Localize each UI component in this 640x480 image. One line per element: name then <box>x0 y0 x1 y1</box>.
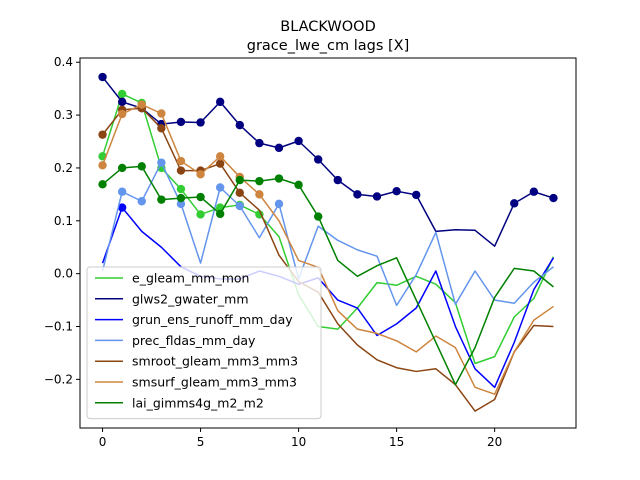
data-point <box>255 176 264 186</box>
data-point <box>196 192 205 202</box>
data-point <box>117 203 127 212</box>
data-point <box>274 199 284 209</box>
legend-label: smroot_gleam_mm3_mm3 <box>132 354 298 369</box>
y-tick-label: 0.2 <box>54 161 73 175</box>
legend-label: prec_fldas_mm_day <box>132 333 256 348</box>
data-point <box>157 158 166 167</box>
legend-label: e_gleam_mm_mon <box>132 271 249 286</box>
y-axis: −0.2 −0.1 0.0 0.1 0.2 0.3 0.4 <box>44 55 80 386</box>
data-point <box>137 100 146 109</box>
data-point <box>117 97 127 107</box>
data-point <box>137 197 146 206</box>
y-tick-label: −0.1 <box>44 320 73 334</box>
data-point <box>529 187 539 196</box>
data-point <box>549 193 558 203</box>
data-point <box>294 136 303 146</box>
data-point <box>98 72 107 82</box>
data-point <box>176 117 186 127</box>
x-tick-label: 10 <box>291 435 306 449</box>
data-point <box>215 209 225 219</box>
data-point <box>98 130 107 139</box>
x-tick-label: 0 <box>99 435 107 449</box>
x-tick-label: 5 <box>197 435 205 449</box>
data-point <box>196 118 205 127</box>
data-point <box>176 193 186 203</box>
data-point <box>235 188 244 197</box>
legend-entry: e_gleam_mm_mon <box>95 271 249 286</box>
data-point <box>176 156 186 166</box>
series-line <box>101 93 555 365</box>
series-smsurf_gleam_mm3_mm3 <box>98 100 554 395</box>
data-point <box>196 210 205 219</box>
series-line <box>101 103 554 395</box>
x-tick-label: 15 <box>389 435 404 449</box>
data-point <box>157 109 166 118</box>
series-line <box>101 76 554 247</box>
legend-entry: lai_gimms4g_m2_m2 <box>95 395 264 410</box>
data-point <box>235 120 244 130</box>
legend-entry: smroot_gleam_mm3_mm3 <box>95 354 298 369</box>
data-point <box>117 187 127 196</box>
data-point <box>215 152 225 161</box>
data-point <box>176 199 186 209</box>
data-point <box>412 190 421 200</box>
legend-entry: glws2_gwater_mm <box>95 291 249 306</box>
data-point <box>274 174 284 183</box>
data-point <box>274 143 284 153</box>
data-point <box>117 109 127 119</box>
data-point <box>215 159 225 168</box>
data-point <box>392 187 401 196</box>
data-point <box>196 170 205 179</box>
data-point <box>98 161 107 170</box>
data-point <box>313 155 323 164</box>
x-axis: 0 5 10 15 20 <box>99 428 502 449</box>
chart-title: BLACKWOOD <box>280 19 375 35</box>
y-tick-label: 0.1 <box>54 214 73 228</box>
y-tick-label: −0.2 <box>44 372 73 386</box>
data-point <box>157 124 166 133</box>
legend-box <box>86 266 322 420</box>
legend-label: lai_gimms4g_m2_m2 <box>132 395 264 410</box>
data-point <box>117 89 127 99</box>
legend-entry: grun_ens_runoff_mm_day <box>95 312 293 327</box>
plot-frame <box>79 57 577 429</box>
data-point <box>215 183 225 192</box>
data-point <box>176 184 186 194</box>
series-lai_gimms4g_m2_m2 <box>98 162 554 386</box>
y-tick-label: 0.0 <box>54 267 73 281</box>
series-glws2_gwater_mm <box>98 72 558 247</box>
data-point <box>137 162 146 171</box>
plot-series <box>98 72 558 412</box>
legend-entry: smsurf_gleam_mm3_mm3 <box>95 375 297 390</box>
data-point <box>98 180 107 189</box>
data-point <box>235 175 244 185</box>
data-point <box>333 175 343 185</box>
data-point <box>157 195 166 204</box>
legend: e_gleam_mm_mon glws2_gwater_mm grun_ens_ru… <box>86 266 322 420</box>
data-point <box>372 192 382 201</box>
data-point <box>117 163 127 173</box>
y-tick-label: 0.3 <box>54 108 73 122</box>
y-tick-label: 0.4 <box>54 55 73 69</box>
legend-label: smsurf_gleam_mm3_mm3 <box>132 375 297 390</box>
chart-subtitle: grace_lwe_cm lags [X] <box>247 38 410 54</box>
legend-entry: prec_fldas_mm_day <box>95 333 256 348</box>
x-tick-label: 20 <box>487 435 502 449</box>
legend-label: glws2_gwater_mm <box>132 291 249 306</box>
data-point <box>510 199 519 208</box>
data-point <box>255 190 264 199</box>
data-point <box>313 212 323 221</box>
data-point <box>294 180 303 190</box>
data-point <box>235 201 244 211</box>
legend-label: grun_ens_runoff_mm_day <box>132 312 293 327</box>
data-point <box>215 97 225 107</box>
data-point <box>255 138 264 148</box>
data-point <box>176 166 186 175</box>
data-point <box>353 190 362 199</box>
